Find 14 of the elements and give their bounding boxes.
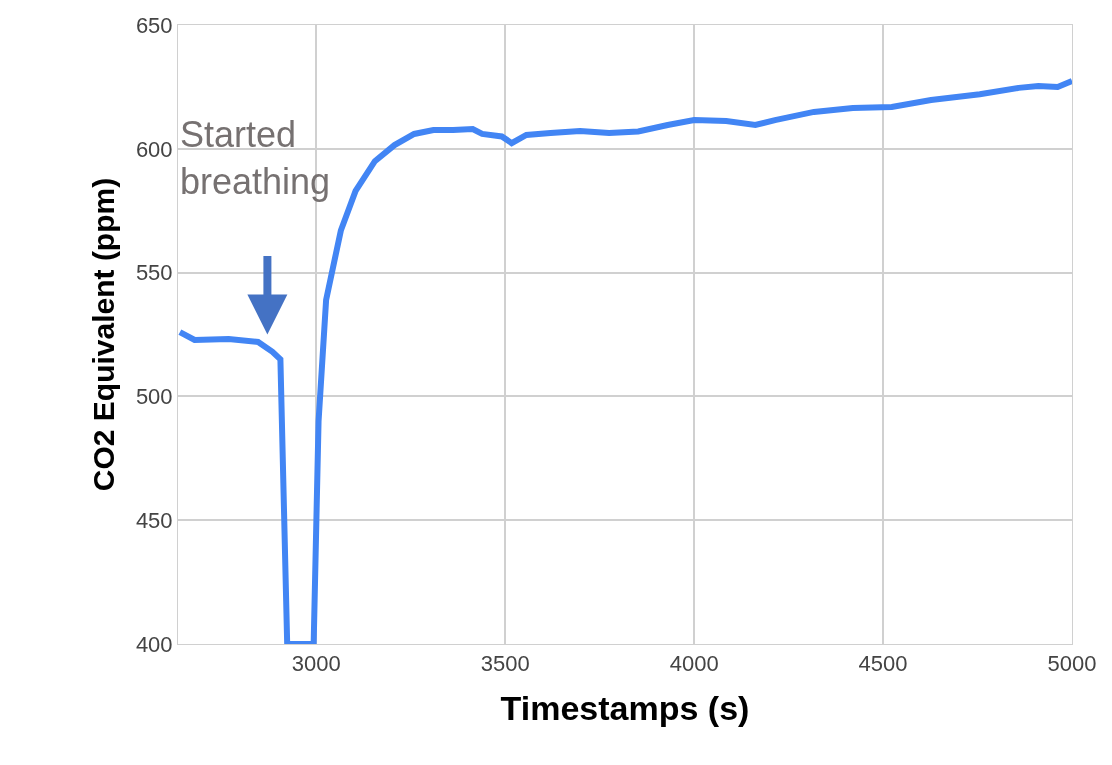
y-axis-title: CO2 Equivalent (ppm) (86, 177, 120, 492)
y-tick-label: 650 (135, 12, 173, 38)
x-tick-label: 3000 (291, 651, 341, 677)
x-tick-label: 4500 (858, 651, 908, 677)
y-tick-label: 450 (135, 507, 173, 533)
y-tick-label: 550 (135, 260, 173, 286)
x-axis-title: Timestamps (s) (500, 688, 750, 727)
y-tick-label: 500 (135, 384, 173, 410)
annotation: Started breathing (180, 114, 331, 202)
x-tick-label: 5000 (1047, 651, 1097, 677)
x-tick-label: 3500 (480, 651, 530, 677)
y-tick-label: 400 (135, 631, 173, 657)
x-tick-label: 4000 (669, 651, 719, 677)
y-tick-label: 600 (135, 136, 173, 162)
